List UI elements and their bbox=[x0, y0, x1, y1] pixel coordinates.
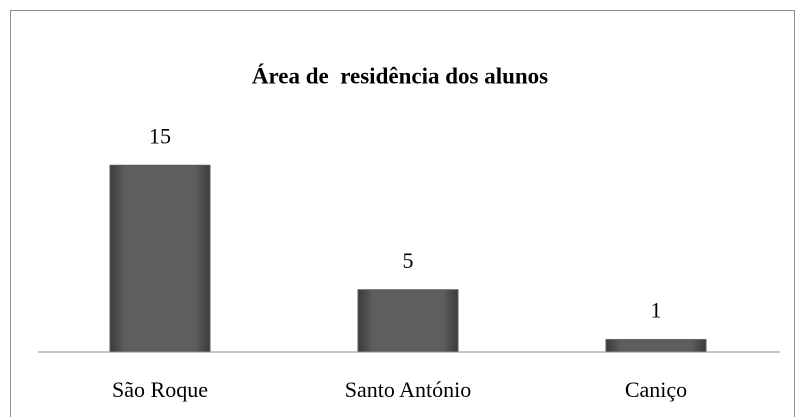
x-tick-label: Santo António bbox=[345, 377, 472, 402]
bar bbox=[109, 164, 211, 353]
x-tick-label: São Roque bbox=[112, 377, 208, 402]
data-label: 15 bbox=[149, 123, 171, 148]
data-label: 5 bbox=[403, 248, 414, 273]
data-label: 1 bbox=[651, 298, 662, 323]
x-tick-label: Caniço bbox=[625, 377, 687, 402]
chart-title: Área de residência dos alunos bbox=[252, 63, 548, 88]
bar bbox=[357, 289, 459, 353]
bar bbox=[605, 339, 707, 353]
